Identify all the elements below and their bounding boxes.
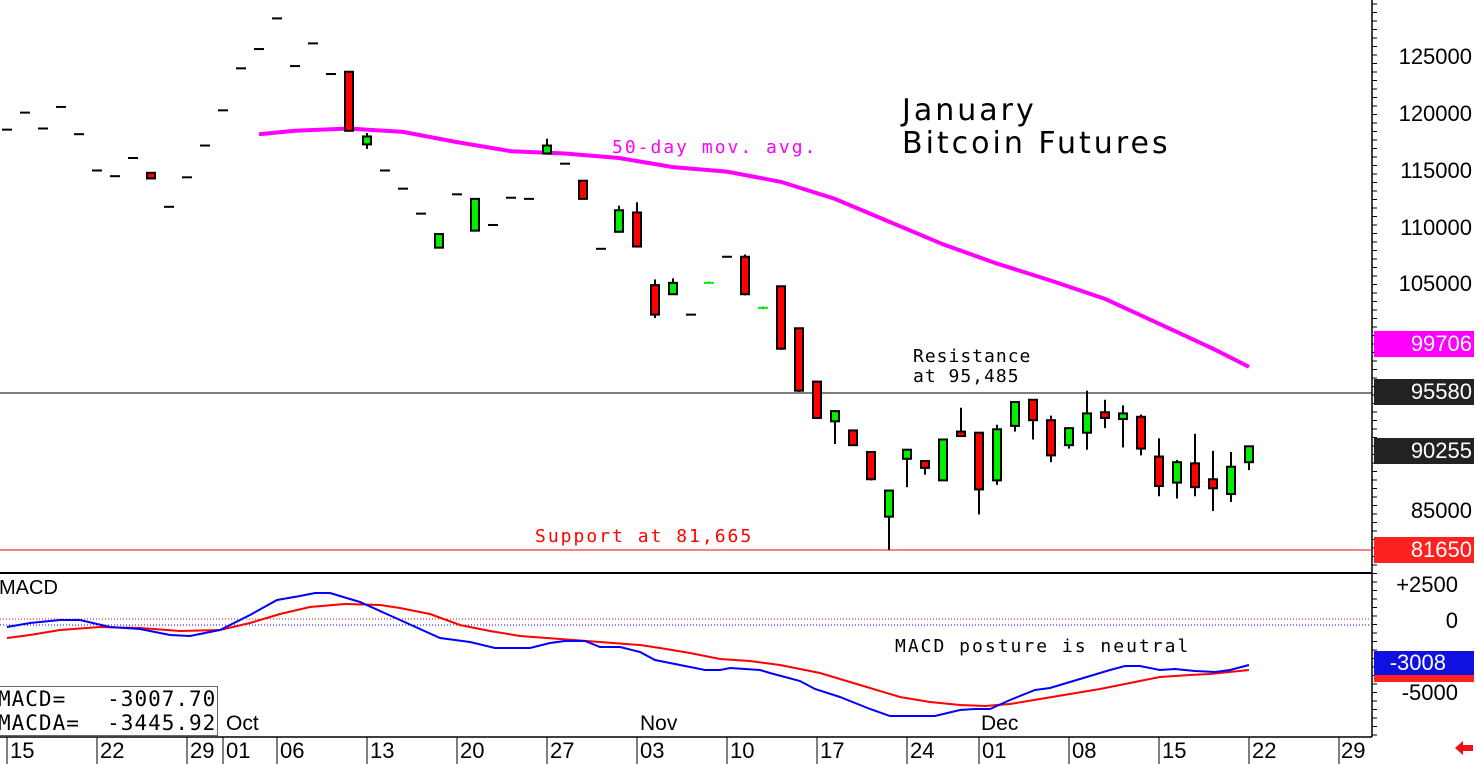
candle-body xyxy=(542,144,552,155)
candle-body xyxy=(1118,412,1128,421)
month-oct: Oct xyxy=(226,712,259,735)
candle-body xyxy=(902,448,912,460)
candle-body xyxy=(812,380,822,419)
macd-readout-label: MACD= xyxy=(0,687,67,711)
macd-value-badge: -3008 xyxy=(1374,651,1474,675)
candle-body xyxy=(632,211,642,248)
price-tick-105000: 105000 xyxy=(1398,271,1472,296)
candle-body xyxy=(344,70,354,132)
candle-body xyxy=(1100,411,1110,419)
month-dec: Dec xyxy=(981,712,1019,735)
candle-body xyxy=(650,284,660,316)
x-tick-10: 10 xyxy=(730,738,755,763)
macd-readout: MACD= -3007.70 MACDA= -3445.92 xyxy=(0,686,218,736)
macd-title: MACD xyxy=(0,577,58,599)
candle-body xyxy=(938,438,948,482)
candle-body xyxy=(1028,398,1038,422)
x-tick-20: 20 xyxy=(460,738,485,763)
macd-tick-plus2500: +2500 xyxy=(1396,572,1458,597)
candle-body xyxy=(1046,419,1056,457)
candle-body xyxy=(1010,401,1020,427)
candle-body xyxy=(830,410,840,423)
x-tick-15: 15 xyxy=(10,738,35,763)
chart-title: January Bitcoin Futures xyxy=(902,93,1171,161)
price-tick-85000: 85000 xyxy=(1410,498,1472,523)
price-tick-125000: 125000 xyxy=(1398,44,1472,69)
candle-body xyxy=(920,460,930,469)
last-price-badge: 90255 xyxy=(1374,438,1474,464)
x-tick-15-dec: 15 xyxy=(1162,738,1187,763)
scroll-left-arrow-icon[interactable] xyxy=(1455,740,1475,756)
x-tick-29-dec: 29 xyxy=(1341,738,1366,763)
candle-body xyxy=(470,197,480,232)
candle-body xyxy=(884,489,894,518)
candle-body xyxy=(668,281,678,296)
x-tick-24: 24 xyxy=(910,738,935,763)
candle-body xyxy=(992,428,1002,482)
candle-body xyxy=(1136,415,1146,450)
candle-body xyxy=(1190,462,1200,489)
support-value-badge: 81650 xyxy=(1374,537,1474,563)
candle-body xyxy=(614,209,624,233)
x-tick-01-dec: 01 xyxy=(982,738,1007,763)
month-nov: Nov xyxy=(640,712,678,735)
resistance-label-2: at 95,485 xyxy=(913,366,1020,387)
x-tick-27: 27 xyxy=(550,738,575,763)
ma-label: 50-day mov. avg. xyxy=(612,137,818,158)
candle-body xyxy=(776,285,786,350)
x-tick-22: 22 xyxy=(100,738,125,763)
macda-readout-value: -3445.92 xyxy=(107,711,217,735)
x-tick-17: 17 xyxy=(820,738,845,763)
price-tick-120000: 120000 xyxy=(1398,101,1472,126)
candle-body xyxy=(578,179,588,200)
candle-body xyxy=(362,135,372,146)
macd-tick-minus5000: -5000 xyxy=(1401,680,1458,705)
candle-body xyxy=(956,430,966,438)
moving-average-line xyxy=(258,126,1250,369)
x-tick-03: 03 xyxy=(640,738,665,763)
candle-body xyxy=(1172,461,1182,484)
macd-signal-line xyxy=(6,602,1250,708)
candle-body xyxy=(866,450,876,481)
macda-marker xyxy=(1374,674,1474,682)
price-tick-115000: 115000 xyxy=(1400,158,1472,183)
candle-body xyxy=(1082,412,1092,434)
candle-body xyxy=(1064,427,1074,447)
resistance-label-1: Resistance xyxy=(913,346,1032,367)
macd-line xyxy=(6,592,1250,717)
candle-body xyxy=(146,171,156,180)
x-tick-01: 01 xyxy=(226,738,251,763)
x-tick-13: 13 xyxy=(370,738,395,763)
candle-body xyxy=(434,233,444,249)
ma-value-badge: 99706 xyxy=(1374,331,1474,357)
candle-body xyxy=(794,327,804,392)
candle-body xyxy=(1208,478,1218,490)
support-label: Support at 81,665 xyxy=(535,526,754,547)
candle-body xyxy=(974,431,984,491)
macd-tick-0: 0 xyxy=(1445,608,1458,633)
candle-body xyxy=(848,429,858,447)
macd-note: MACD posture is neutral xyxy=(895,636,1191,657)
macd-readout-value: -3007.70 xyxy=(107,687,217,711)
price-tick-110000: 110000 xyxy=(1400,215,1472,240)
candle-body xyxy=(1244,445,1254,464)
macda-readout-label: MACDA= xyxy=(0,711,80,735)
x-tick-06: 06 xyxy=(280,738,305,763)
x-tick-29: 29 xyxy=(190,738,215,763)
candle-body xyxy=(1226,465,1236,495)
candle-body xyxy=(1154,455,1164,488)
candle-body xyxy=(740,255,750,296)
x-tick-22-dec: 22 xyxy=(1252,738,1277,763)
resistance-value-badge: 95580 xyxy=(1374,379,1474,405)
x-tick-08: 08 xyxy=(1072,738,1097,763)
